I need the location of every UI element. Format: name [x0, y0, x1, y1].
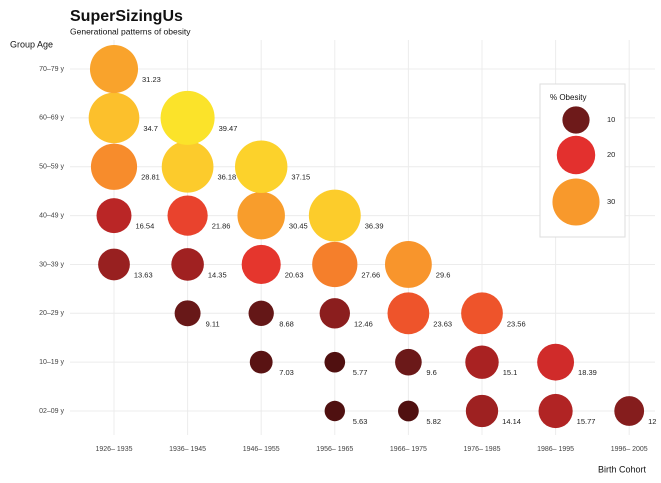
- bubble: [234, 140, 288, 193]
- x-tick-label: 1986– 1995: [537, 446, 574, 453]
- chart-title: SuperSizingUs: [70, 8, 183, 25]
- data-label: 9.6: [426, 368, 436, 377]
- legend-label: 20: [607, 150, 615, 159]
- data-label: 14.35: [208, 270, 227, 279]
- bubble: [89, 45, 139, 94]
- y-tick-label: 30–39 y: [39, 261, 64, 268]
- data-label: 28.81: [141, 173, 160, 182]
- bubble: [161, 140, 214, 193]
- bubble: [90, 143, 138, 190]
- bubble: [96, 198, 132, 234]
- x-tick-label: 1976– 1985: [464, 446, 501, 453]
- y-tick-label: 02–09 y: [39, 408, 64, 415]
- data-label: 27.66: [361, 270, 380, 279]
- data-label: 5.63: [353, 417, 368, 426]
- data-label: 8.68: [279, 319, 294, 328]
- x-axis-title: Birth Cohort: [598, 464, 647, 474]
- data-label: 15.1: [503, 368, 518, 377]
- bubble: [237, 191, 285, 240]
- data-label: 7.03: [279, 368, 294, 377]
- y-axis-title: Group Age: [10, 39, 53, 49]
- data-label: 5.82: [426, 417, 441, 426]
- y-tick-label: 20–29 y: [39, 310, 64, 317]
- bubble: [88, 92, 140, 144]
- x-tick-label: 1956– 1965: [316, 446, 353, 453]
- data-label: 16.54: [135, 222, 154, 231]
- bubble: [387, 292, 430, 335]
- bubble: [160, 90, 215, 145]
- data-label: 14.14: [502, 417, 521, 426]
- data-label: 18.39: [578, 368, 597, 377]
- bubble: [167, 195, 208, 236]
- data-label: 30.45: [289, 222, 308, 231]
- bubble: [312, 241, 358, 288]
- data-label: 12.46: [354, 319, 373, 328]
- bubble: [461, 292, 503, 335]
- legend-label: 30: [607, 197, 615, 206]
- y-tick-label: 40–49 y: [39, 212, 64, 219]
- bubble: [385, 241, 432, 288]
- x-tick-label: 1966– 1975: [390, 446, 427, 453]
- data-label: 20.63: [285, 270, 304, 279]
- data-label: 36.39: [365, 222, 384, 231]
- bubble: [614, 396, 645, 426]
- bubble: [395, 348, 422, 376]
- data-label: 5.77: [353, 368, 368, 377]
- chart-subtitle: Generational patterns of obesity: [70, 26, 191, 36]
- y-tick-label: 60–69 y: [39, 115, 64, 122]
- x-tick-label: 1936– 1945: [169, 446, 206, 453]
- data-label: 23.63: [433, 319, 452, 328]
- y-tick-label: 50–59 y: [39, 164, 64, 171]
- bubble: [249, 350, 273, 374]
- legend-bubble: [556, 135, 596, 175]
- bubble: [324, 351, 346, 373]
- bubble: [248, 300, 274, 326]
- legend-title: % Obesity: [550, 93, 586, 102]
- data-label: 39.47: [219, 124, 238, 133]
- bubble: [465, 345, 499, 379]
- data-label: 12: [648, 417, 656, 426]
- data-label: 37.15: [291, 173, 310, 182]
- legend-label: 10: [607, 115, 615, 124]
- data-label: 21.86: [212, 222, 231, 231]
- bubble: [98, 248, 130, 281]
- y-tick-label: 70–79 y: [39, 66, 64, 73]
- x-tick-label: 1946– 1955: [243, 446, 280, 453]
- bubble: [537, 343, 575, 381]
- bubbles: [88, 45, 645, 429]
- bubble: [465, 394, 499, 428]
- data-label: 34.7: [143, 124, 158, 133]
- bubble: [171, 248, 204, 281]
- data-label: 15.77: [577, 417, 596, 426]
- legend-bubble: [552, 178, 600, 226]
- x-tick-label: 1926– 1935: [96, 446, 133, 453]
- x-tick-label: 1996– 2005: [611, 446, 648, 453]
- legend-bubble: [562, 106, 590, 134]
- bubble: [538, 393, 573, 429]
- data-label: 36.18: [217, 173, 236, 182]
- bubble: [308, 189, 361, 242]
- data-label: 9.11: [206, 319, 220, 328]
- data-label: 23.56: [507, 319, 526, 328]
- bubble: [324, 400, 346, 422]
- bubble: [398, 400, 419, 422]
- y-tick-label: 10–19 y: [39, 359, 64, 366]
- bubble: [241, 244, 281, 284]
- bubble: [319, 298, 350, 329]
- data-label: 29.6: [436, 270, 451, 279]
- data-label: 13.63: [134, 270, 153, 279]
- bubble: [174, 300, 201, 327]
- data-label: 31.23: [142, 75, 161, 84]
